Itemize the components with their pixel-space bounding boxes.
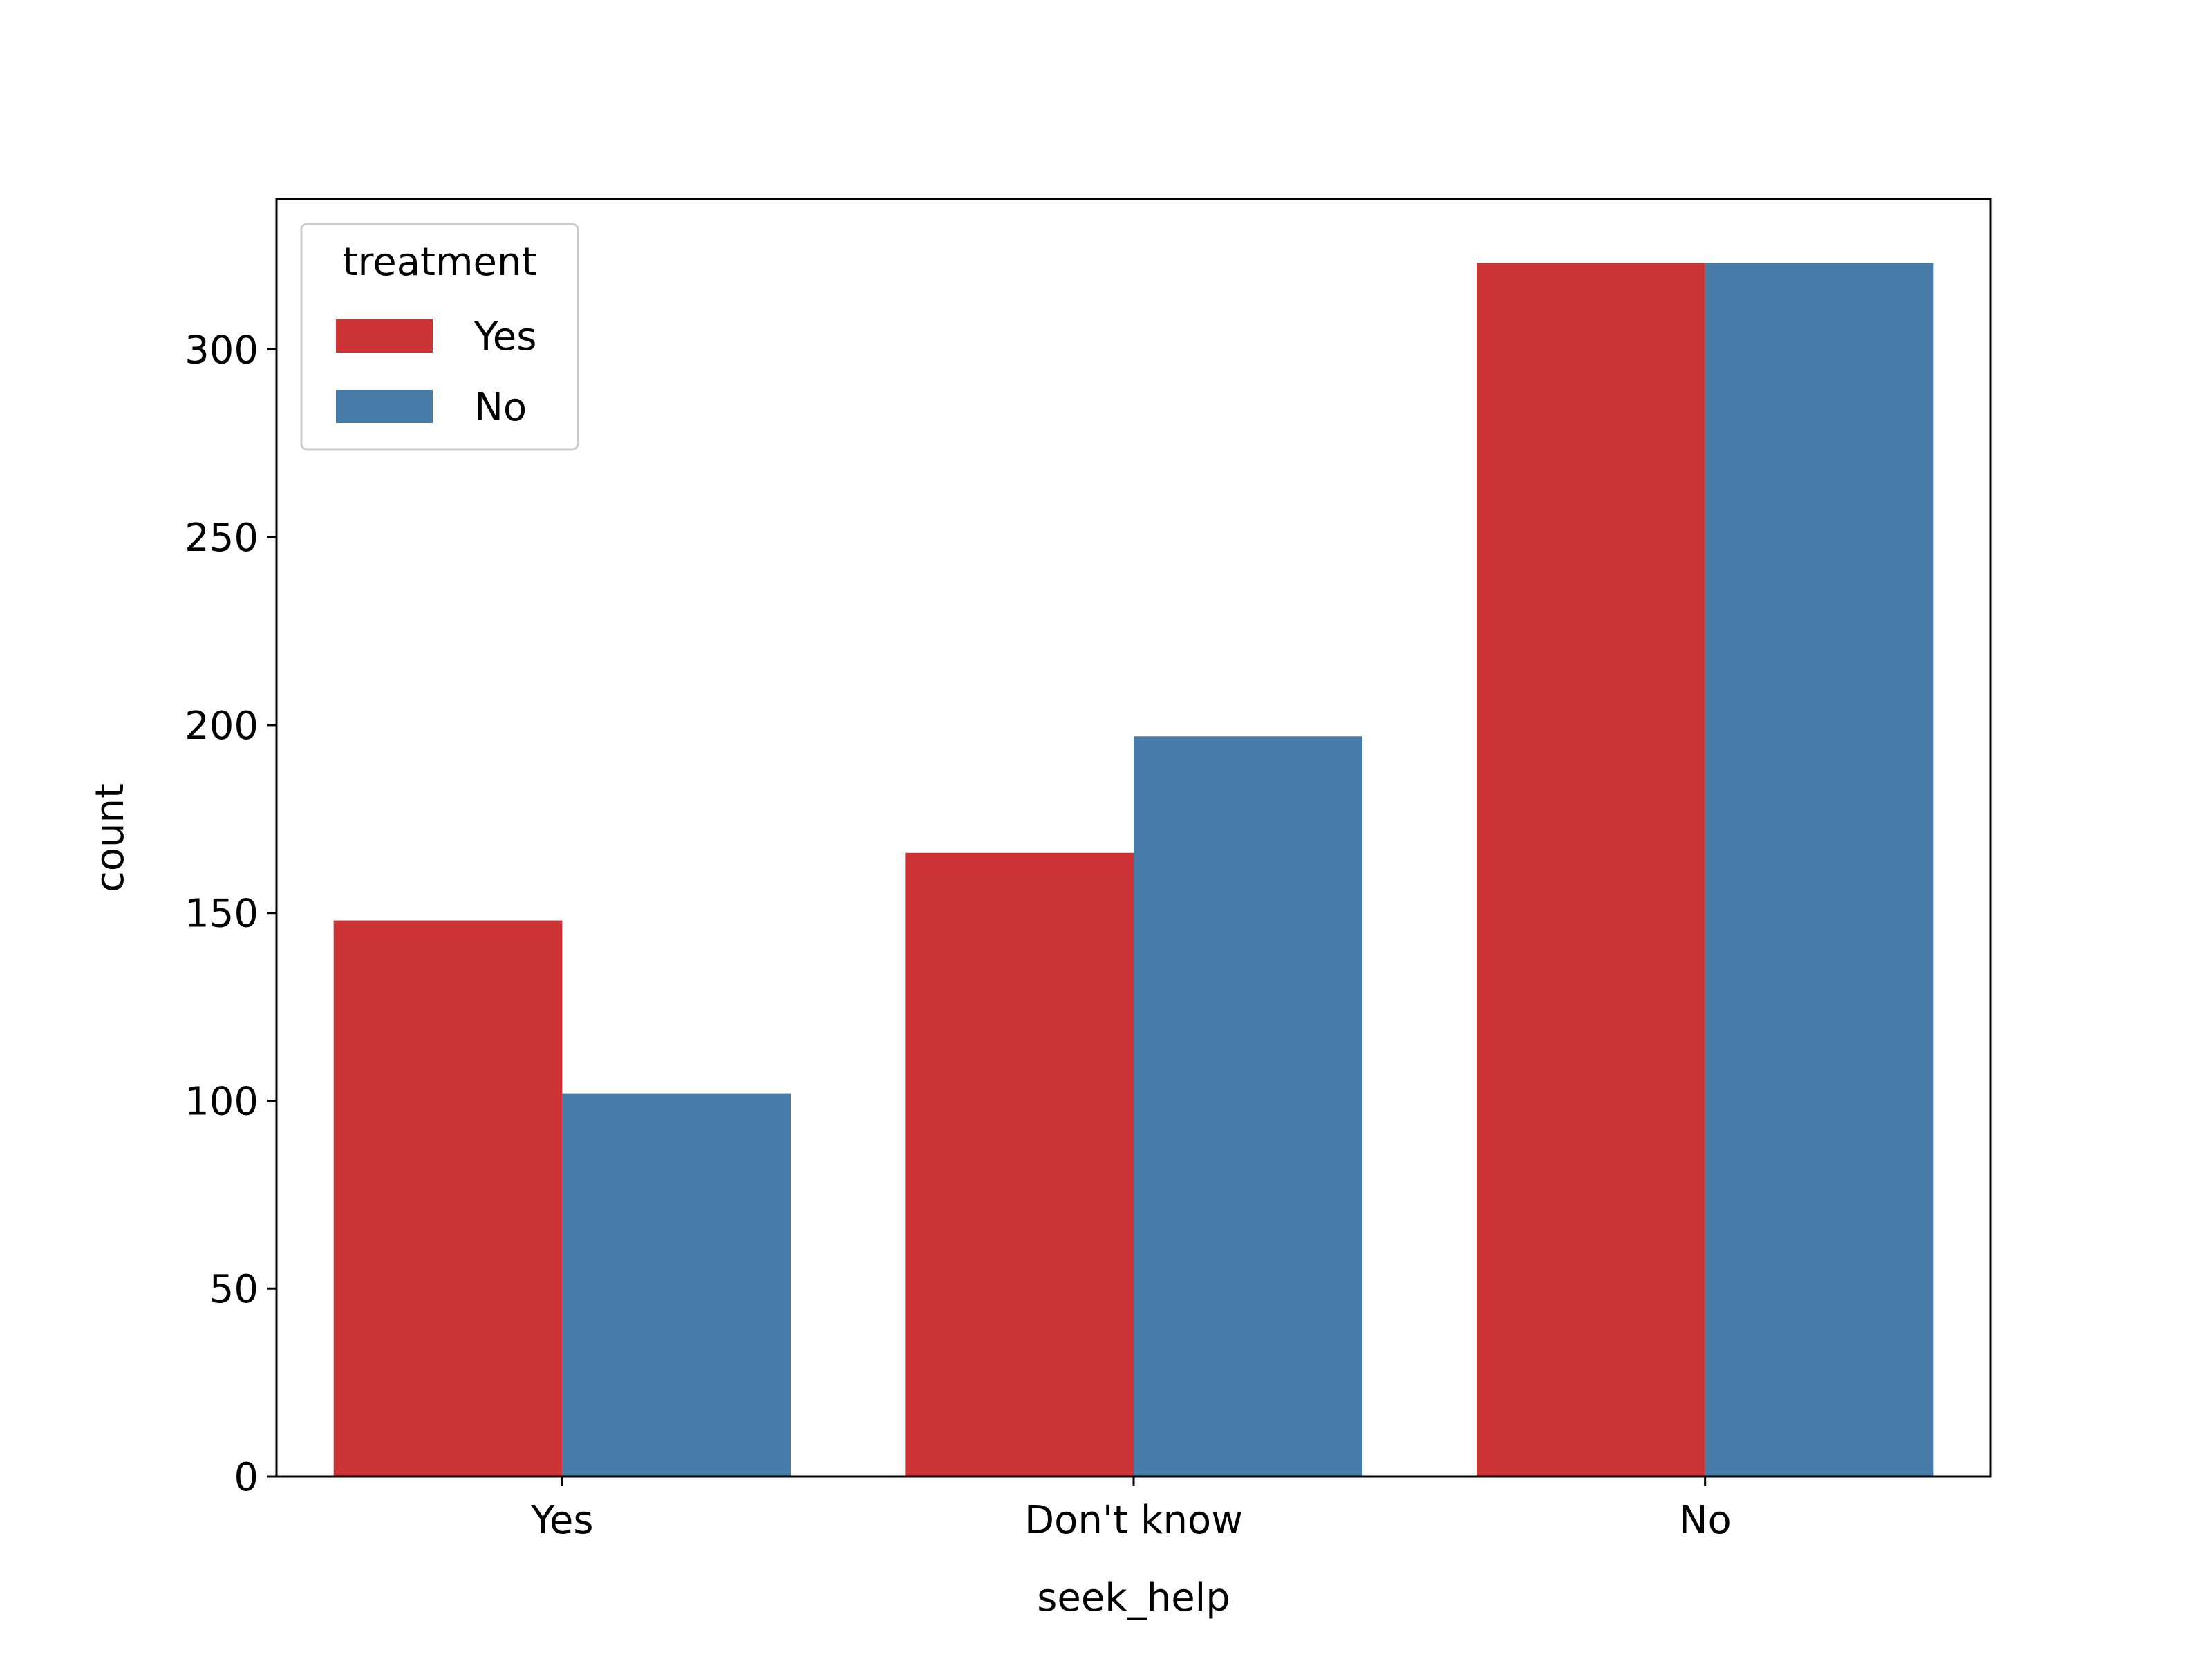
y-tick-label: 100: [185, 1079, 259, 1124]
bar-yes-2: [1477, 263, 1705, 1477]
legend: treatment Yes No: [300, 223, 579, 451]
x-tick-label: Don't know: [1024, 1498, 1243, 1543]
bars-group: [333, 263, 1934, 1477]
legend-swatch-no: [336, 390, 433, 423]
y-tick-label: 300: [185, 328, 259, 373]
bar-no-1: [1134, 736, 1362, 1477]
bar-no-2: [1705, 263, 1934, 1477]
bar-yes-0: [333, 920, 563, 1477]
legend-items: Yes No: [336, 315, 536, 430]
y-axis: 0 50 100 150 200 250 300: [185, 328, 276, 1500]
y-tick-label: 250: [185, 516, 259, 561]
legend-label-no: No: [474, 385, 527, 430]
y-tick-label: 150: [185, 892, 259, 937]
legend-title: treatment: [343, 240, 537, 285]
x-tick-label: No: [1679, 1498, 1732, 1543]
x-axis-label: seek_help: [1037, 1575, 1230, 1620]
y-tick-label: 50: [209, 1267, 259, 1312]
x-tick-label: Yes: [530, 1498, 593, 1543]
legend-swatch-yes: [336, 319, 433, 353]
legend-label-yes: Yes: [474, 315, 536, 359]
x-axis: Yes Don't know No: [530, 1477, 1732, 1543]
y-tick-label: 0: [234, 1455, 259, 1500]
y-tick-label: 200: [185, 704, 259, 749]
bar-no-0: [562, 1093, 791, 1477]
y-axis-label: count: [88, 783, 133, 892]
bar-yes-1: [905, 852, 1134, 1477]
